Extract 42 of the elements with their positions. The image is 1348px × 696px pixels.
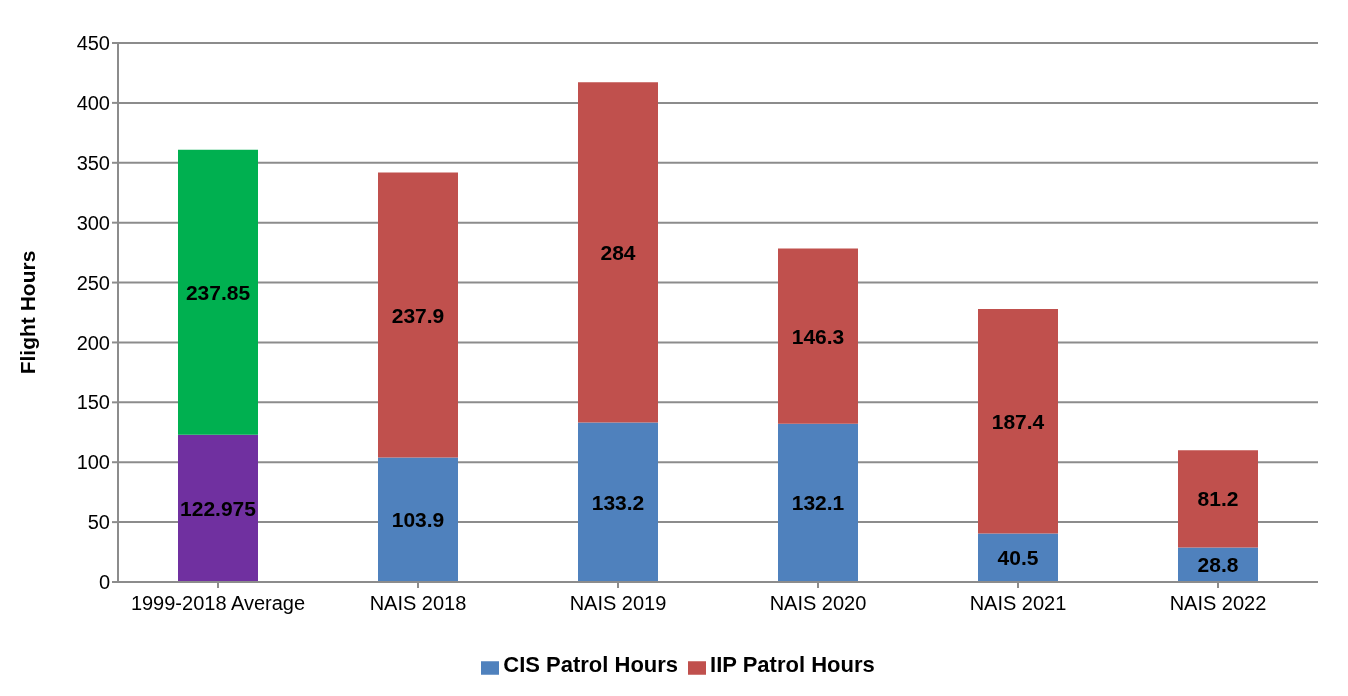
bar [978, 533, 1058, 582]
data-label: 187.4 [991, 409, 1045, 433]
x-tick-label: NAIS 2022 [1169, 592, 1267, 615]
y-tick-label: 450 [76, 32, 110, 55]
x-tick-label: 1999-2018 Average [130, 592, 306, 615]
x-tick-label: NAIS 2020 [769, 592, 867, 615]
data-label: 133.2 [591, 490, 645, 514]
bar [778, 423, 858, 582]
y-tick-label: 100 [76, 451, 110, 474]
data-label: 237.9 [391, 303, 445, 327]
x-tick-label: NAIS 2021 [969, 592, 1067, 615]
bar [778, 248, 858, 424]
data-label: 122.975 [180, 496, 257, 520]
y-axis-title: Flight Hours [16, 250, 40, 375]
bar [578, 82, 658, 423]
y-tick-label: 0 [98, 571, 110, 594]
y-tick-label: 200 [76, 331, 110, 354]
bar [178, 434, 258, 582]
x-tick-label: NAIS 2019 [569, 592, 667, 615]
y-tick-label: 400 [76, 91, 110, 114]
y-tick-label: 300 [76, 211, 110, 234]
x-tick-label: NAIS 2018 [369, 592, 467, 615]
data-label: 146.3 [791, 324, 845, 348]
y-tick-label: 250 [76, 271, 110, 294]
data-label: 237.85 [185, 280, 251, 304]
y-tick-label: 150 [76, 391, 110, 414]
legend-label: IIP Patrol Hours [710, 652, 875, 677]
data-label: 81.2 [1197, 487, 1239, 511]
y-tick-label: 350 [76, 151, 110, 174]
bar [378, 457, 458, 582]
bar [378, 172, 458, 458]
bar [578, 422, 658, 582]
legend-label: CIS Patrol Hours [503, 652, 679, 677]
data-label: 132.1 [791, 491, 845, 515]
data-label: 103.9 [391, 508, 445, 532]
data-label: 40.5 [997, 546, 1039, 570]
bar [978, 309, 1058, 534]
bar [1178, 450, 1258, 548]
data-label: 28.8 [1197, 553, 1239, 577]
data-label: 284 [600, 240, 636, 264]
bar [178, 149, 258, 435]
y-tick-label: 50 [87, 511, 110, 534]
